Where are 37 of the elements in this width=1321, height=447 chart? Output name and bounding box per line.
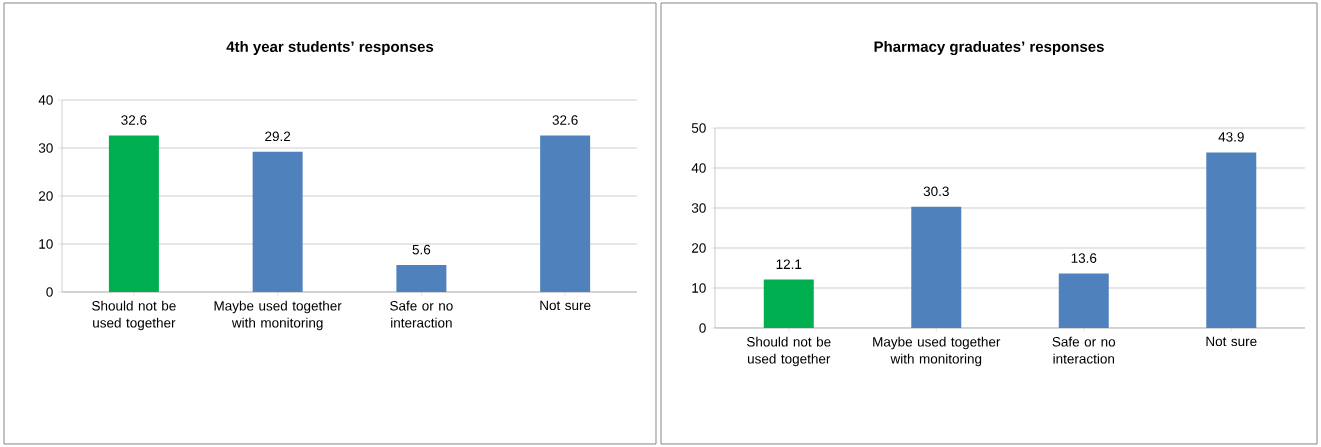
y-tick-label: 20 [38,191,53,201]
data-label: 32.6 [552,115,578,125]
bar [1206,152,1257,328]
y-tick-label: 40 [691,163,706,173]
bar [108,135,159,292]
data-label: 32.6 [121,115,147,125]
y-tick-label: 50 [691,123,706,133]
data-label: 30.3 [923,186,949,197]
y-tick-label: 10 [39,239,53,249]
y-tick-label: 10 [692,283,706,293]
bar [396,265,447,292]
data-label: 29.2 [265,131,291,142]
x-tick-label: Not sure [1206,336,1257,347]
bar [540,135,591,292]
x-tick-label: Safe or no interaction [1052,336,1116,364]
x-tick-label: Should not be used together [92,300,176,331]
bar [1058,273,1109,328]
y-tick-label: 20 [691,243,706,253]
bar [911,206,962,328]
y-tick-label: 0 [699,323,706,333]
bar [763,279,814,328]
x-tick-label: Maybe used together with monitoring [214,300,342,331]
bar [252,151,303,292]
y-tick-label: 40 [38,95,53,105]
data-label: 13.6 [1071,253,1097,263]
chart-title: 4th year students’ responses [226,40,434,55]
data-label: 12.1 [776,259,802,269]
x-tick-label: Should not be used together [746,336,831,367]
x-tick-label: Not sure [540,300,591,311]
data-label: 43.9 [1218,132,1244,142]
data-label: 5.6 [412,244,431,255]
chart-title: Pharmacy graduates’ responses [874,40,1104,56]
y-tick-label: 30 [691,203,706,213]
x-tick-label: Safe or no interaction [390,300,453,328]
y-tick-label: 0 [46,287,53,297]
y-tick-label: 30 [38,143,53,153]
x-tick-label: Maybe used together with monitoring [873,336,1001,367]
